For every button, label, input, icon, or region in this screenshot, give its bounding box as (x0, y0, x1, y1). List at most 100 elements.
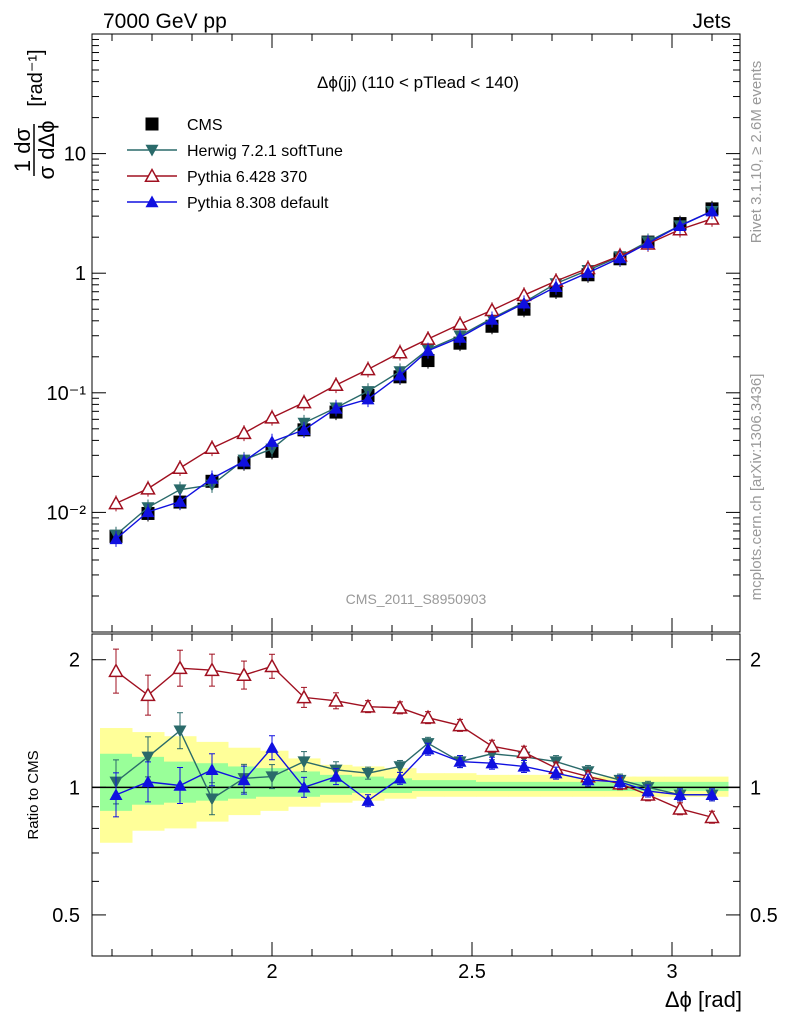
ratio-y-ticklabel-left: 2 (69, 650, 80, 672)
x-ticklabel: 3 (666, 961, 677, 983)
ratio-line-pythia-6-428-370 (115, 665, 713, 818)
ratio-point-pythia-6-428-370 (452, 717, 468, 732)
svg-text:1 dσ: 1 dσ (10, 128, 35, 173)
data-point-pythia-8-308-default (393, 368, 407, 381)
data-point-pythia-8-308-default (421, 344, 435, 356)
ratio-point-herwig-7-2-1-softtune (141, 751, 155, 764)
ratio-point-pythia-6-428-370 (420, 709, 436, 724)
ratio-point-pythia-8-308-default (205, 763, 219, 775)
ratio-point-herwig-7-2-1-softtune (393, 761, 407, 773)
legend-label-pythia-6-428-370: Pythia 6.428 370 (187, 169, 307, 186)
ratio-point-herwig-7-2-1-softtune (173, 725, 187, 738)
ratio-point-herwig-7-2-1-softtune (361, 767, 375, 780)
ratio-point-pythia-8-308-default (549, 766, 563, 779)
ratio-y-ticklabel-left: 1 (69, 777, 80, 799)
ratio-point-pythia-8-308-default (297, 780, 311, 793)
main-frame (91, 33, 741, 633)
ratio-y-ticklabel-right: 1 (750, 777, 761, 799)
main-y-axis-label: 1 dσ σ dΔϕ [rad⁻¹] (10, 49, 59, 179)
data-point-pythia-6-428-370 (108, 495, 124, 510)
data-point-pythia-8-308-default (205, 472, 219, 484)
data-point-pythia-6-428-370 (392, 344, 408, 359)
svg-text:[rad⁻¹]: [rad⁻¹] (25, 49, 47, 106)
data-point-pythia-8-308-default (673, 219, 687, 232)
ratio-point-pythia-6-428-370 (108, 663, 124, 678)
header-right: Jets (692, 10, 731, 33)
ratio-point-pythia-6-428-370 (704, 809, 720, 824)
data-point-pythia-6-428-370 (236, 425, 252, 440)
uncertainty-band-inner (352, 776, 385, 793)
ratio-point-pythia-8-308-default (485, 756, 499, 769)
main-y-ticklabel: 10⁻¹ (47, 383, 87, 405)
ratio-point-pythia-8-308-default (265, 741, 279, 753)
ratio-frame (91, 633, 741, 957)
x-ticklabel: 2.5 (458, 961, 486, 983)
data-point-pythia-6-428-370 (328, 377, 344, 392)
ratio-point-herwig-7-2-1-softtune (297, 756, 311, 769)
legend-label-pythia-8-308-default: Pythia 8.308 default (187, 195, 329, 212)
svg-text:σ dΔϕ: σ dΔϕ (34, 121, 59, 180)
legend: CMS Herwig 7.2.1 softTune Pythia 6.428 370… (127, 117, 343, 212)
main-title: Δϕ(jj) (110 < pTlead < 140) (317, 73, 519, 92)
ratio-point-pythia-6-428-370 (296, 689, 312, 704)
ratio-point-pythia-6-428-370 (172, 660, 188, 675)
data-point-pythia-8-308-default (517, 296, 531, 309)
mcplots-label: mcplots.cern.ch [arXiv:1306.3436] (748, 374, 765, 601)
uncertainty-band-inner (696, 781, 729, 792)
ratio-point-pythia-8-308-default (453, 755, 467, 767)
main-y-ticklabel: 1 (75, 263, 86, 285)
watermark: CMS_2011_S8950903 (346, 591, 487, 607)
ratio-point-pythia-6-428-370 (516, 744, 532, 759)
series-line-pythia-8-308-default (115, 210, 713, 540)
ratio-point-pythia-8-308-default (173, 778, 187, 791)
ratio-point-pythia-8-308-default (705, 788, 719, 801)
ratio-y-ticklabel-right: 0.5 (750, 905, 778, 927)
ratio-line-pythia-8-308-default (115, 746, 712, 802)
ratio-point-pythia-6-428-370 (360, 698, 376, 713)
data-point-pythia-8-308-default (613, 251, 627, 264)
ratio-point-pythia-8-308-default (361, 794, 375, 806)
ratio-point-pythia-6-428-370 (140, 687, 156, 702)
ratio-point-pythia-8-308-default (329, 770, 343, 782)
ratio-point-pythia-6-428-370 (672, 800, 688, 815)
data-point-pythia-6-428-370 (296, 394, 312, 409)
ratio-point-pythia-8-308-default (673, 788, 687, 801)
data-point-pythia-6-428-370 (140, 480, 156, 495)
data-point-pythia-8-308-default (485, 313, 499, 325)
data-point-pythia-6-428-370 (204, 440, 220, 455)
data-point-pythia-6-428-370 (360, 361, 376, 376)
ratio-y-axis-label: Ratio to CMS (25, 750, 42, 839)
ratio-point-herwig-7-2-1-softtune (205, 793, 219, 806)
uncertainty-band-inner (412, 780, 445, 792)
ratio-point-pythia-6-428-370 (484, 738, 500, 753)
main-y-ticklabel: 10⁻² (47, 502, 87, 524)
x-ticklabel: 2 (266, 961, 277, 983)
data-point-pythia-8-308-default (141, 505, 155, 518)
uncertainty-band-inner (540, 781, 573, 792)
data-point-pythia-8-308-default (109, 532, 123, 545)
ratio-point-pythia-6-428-370 (264, 658, 280, 673)
data-point-pythia-8-308-default (641, 236, 655, 249)
legend-marker-herwig-7-2-1-softtune (145, 144, 159, 157)
ratio-point-pythia-8-308-default (517, 759, 531, 772)
data-point-pythia-8-308-default (705, 204, 719, 217)
data-point-pythia-6-428-370 (420, 330, 436, 345)
data-point-pythia-8-308-default (297, 423, 311, 436)
rivet-label: Rivet 3.1.10, ≥ 2.6M events (748, 61, 765, 244)
data-point-pythia-8-308-default (453, 330, 467, 343)
ratio-point-pythia-6-428-370 (236, 667, 252, 682)
legend-marker-pythia-6-428-370 (144, 167, 160, 182)
ratio-point-herwig-7-2-1-softtune (265, 771, 279, 784)
data-point-cms (421, 354, 435, 368)
data-point-pythia-8-308-default (173, 495, 187, 507)
data-point-pythia-8-308-default (265, 435, 279, 447)
data-point-pythia-8-308-default (329, 401, 343, 414)
ratio-point-pythia-6-428-370 (392, 699, 408, 714)
ratio-point-pythia-8-308-default (421, 742, 435, 755)
data-point-pythia-8-308-default (549, 280, 563, 292)
legend-marker-cms (145, 117, 159, 131)
header-left: 7000 GeV pp (103, 10, 227, 33)
data-point-pythia-8-308-default (361, 392, 375, 405)
ratio-point-pythia-8-308-default (109, 788, 123, 801)
